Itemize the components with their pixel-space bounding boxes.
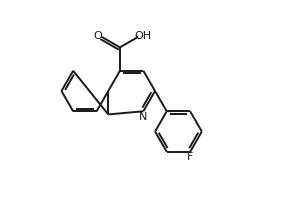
- Text: F: F: [187, 152, 194, 162]
- Text: O: O: [93, 31, 102, 41]
- Text: OH: OH: [134, 31, 152, 41]
- Text: N: N: [139, 112, 147, 122]
